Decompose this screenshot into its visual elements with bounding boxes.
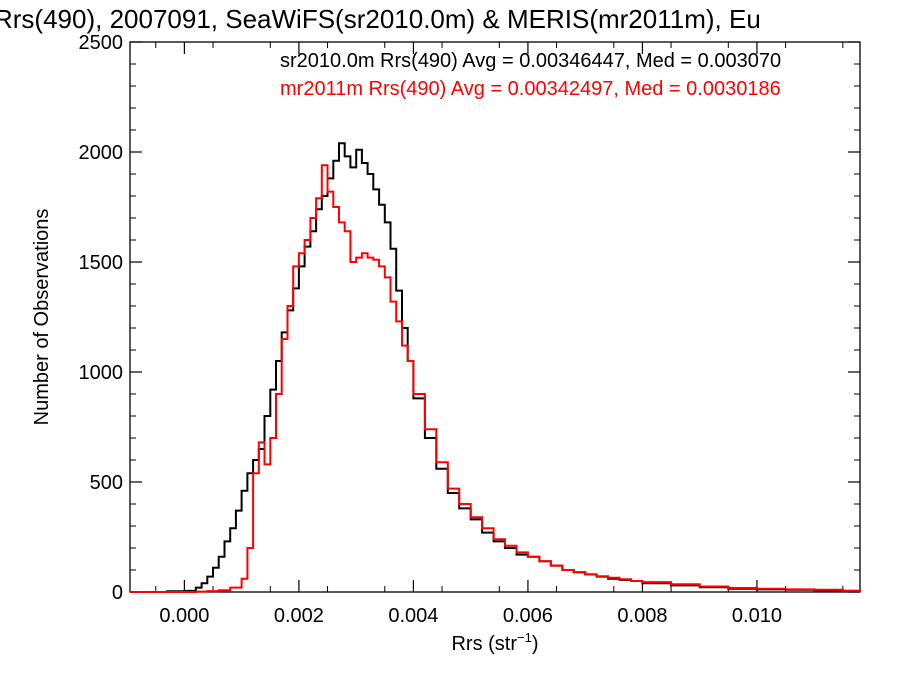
- x-tick-labels: 0.000 0.002 0.004 0.006 0.008 0.010: [159, 605, 782, 627]
- chart-title: Rrs(490), 2007091, SeaWiFS(sr2010.0m) & …: [0, 4, 761, 34]
- legend-entry-sr2010: sr2010.0m Rrs(490) Avg = 0.00346447, Med…: [280, 50, 781, 72]
- y-tick-label: 500: [90, 472, 123, 494]
- major-ticks: [130, 41, 860, 593]
- x-tick-label: 0.008: [617, 605, 667, 627]
- series-mr2011-line: [130, 164, 861, 593]
- x-tick-label: 0.000: [159, 605, 209, 627]
- x-tick-label: 0.004: [388, 605, 438, 627]
- plot-frame: [129, 41, 861, 593]
- y-tick-label: 0: [112, 582, 123, 604]
- series-layer: [130, 142, 861, 593]
- y-tick-label: 1500: [79, 252, 124, 274]
- y-axis-label: Number of Observations: [31, 209, 53, 426]
- series-sr2010-line: [130, 142, 861, 593]
- y-tick-labels: 0 500 1000 1500 2000 2500: [79, 32, 124, 604]
- x-tick-label: 0.010: [732, 605, 782, 627]
- y-tick-label: 1000: [79, 362, 124, 384]
- x-tick-label: 0.002: [274, 605, 324, 627]
- x-axis-label: Rrs (str−1): [451, 630, 538, 655]
- y-tick-label: 2500: [79, 32, 124, 54]
- x-tick-label: 0.006: [503, 605, 553, 627]
- y-tick-label: 2000: [79, 142, 124, 164]
- minor-ticks: [130, 42, 860, 592]
- legend-entry-mr2011: mr2011m Rrs(490) Avg = 0.00342497, Med =…: [280, 78, 781, 100]
